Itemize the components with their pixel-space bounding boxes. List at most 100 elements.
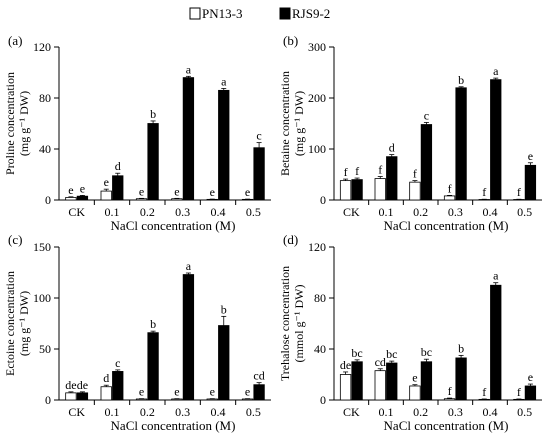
bar-rjs9-2 [455,357,467,401]
y-tick-label: 120 [308,240,326,254]
y-tick-label: 0 [45,393,51,407]
x-tick-label: 0.1 [379,405,394,419]
bar-pn13-3 [65,197,77,201]
panel-label: (a) [8,33,22,48]
significance-letter-pn13-3: f [413,167,417,181]
y-tick-label: 200 [308,91,326,105]
significance-letter-pn13-3: d [103,371,109,385]
bar-pn13-3 [171,398,183,401]
significance-letter-pn13-3: e [68,183,73,197]
x-tick-label: 0.5 [246,405,261,419]
panel-3: (c) 0 50 100 150 Ectoine concentration (mg g⁻¹… [3,232,271,433]
y-tick-label: 120 [33,40,51,54]
significance-letter-rjs9-2: a [493,269,499,283]
significance-letter-rjs9-2: b [458,73,464,87]
y-tick-label: 150 [33,240,51,254]
bar-pn13-3 [135,398,148,401]
panel-label: (c) [8,232,22,247]
significance-letter-pn13-3: e [210,185,215,199]
significance-letter-rjs9-2: c [115,356,120,370]
legend-label-rjs9-2: RJS9-2 [292,6,330,21]
y-tick-label: 0 [320,193,326,207]
significance-letter-pn13-3: f [482,185,486,199]
legend-label-pn13-3: PN13-3 [202,6,242,21]
bar-pn13-3 [135,198,148,201]
significance-letter-pn13-3: e [174,184,179,198]
significance-letter-pn13-3: de [340,358,351,372]
significance-letter-rjs9-2: a [186,62,192,76]
y-axis-title: Betaine concentration [278,71,292,176]
significance-letter-pn13-3: e [174,385,179,399]
significance-letter-rjs9-2: b [150,317,156,331]
y-tick-label: 40 [39,142,51,156]
panel-label: (b) [283,33,298,48]
bar-rjs9-2 [351,179,363,201]
bar-pn13-3 [339,374,352,401]
y-tick-label: 80 [314,291,326,305]
bar-rjs9-2 [253,147,265,201]
y-axis-unit: (mg g⁻¹ DW) [17,91,31,156]
bar-pn13-3 [374,370,386,401]
x-tick-label: 0.2 [140,205,155,219]
bar-rjs9-2 [420,124,433,201]
significance-letter-rjs9-2: e [80,181,85,195]
significance-letter-rjs9-2: bc [386,347,397,361]
y-tick-label: 80 [39,91,51,105]
significance-letter-rjs9-2: c [424,108,429,122]
bar-rjs9-2 [147,332,159,401]
x-axis-title: NaCl concentration (M) [111,418,236,433]
x-tick-label: 0.4 [483,405,498,419]
bar-pn13-3 [513,398,525,401]
x-tick-label: CK [343,405,360,419]
panel-4: (d) 0 40 80 120 Trehalose concentration (mmol … [278,232,542,433]
bar-rjs9-2 [76,392,89,401]
x-axis-title: NaCl concentration (M) [111,218,236,233]
significance-letter-pn13-3: e [210,385,215,399]
bar-pn13-3 [171,198,183,201]
significance-letter-rjs9-2: f [355,164,359,178]
y-axis-title: Trehalose concentration [278,266,292,381]
significance-letter-rjs9-2: b [458,341,464,355]
x-tick-label: 0.1 [105,205,120,219]
bar-rjs9-2 [182,274,195,401]
panel-1: (a) 0 40 80 120 Proline concentration (mg g⁻¹ … [3,33,271,233]
panel-2: (b) 0 100 200 300 Betaine concentration (mg g⁻… [278,33,542,233]
bar-rjs9-2 [524,164,537,201]
x-tick-label: 0.3 [448,405,463,419]
significance-letter-rjs9-2: b [221,302,227,316]
significance-letter-rjs9-2: de [77,378,88,392]
significance-letter-pn13-3: f [517,385,521,399]
legend: PN13-3 RJS9-2 [189,6,330,21]
x-tick-label: CK [68,205,85,219]
x-tick-label: 0.4 [211,405,226,419]
significance-letter-rjs9-2: a [493,64,499,78]
y-axis-unit: (mg g⁻¹ DW) [292,91,306,156]
bar-pn13-3 [443,398,456,401]
bar-rjs9-2 [182,77,195,201]
x-tick-label: 0.3 [175,405,190,419]
significance-letter-pn13-3: cd [375,355,386,369]
x-tick-label: 0.2 [413,205,428,219]
x-axis-title: NaCl concentration (M) [384,218,509,233]
bar-rjs9-2 [455,87,467,201]
significance-letter-rjs9-2: d [115,159,121,173]
y-axis-unit: (mg g⁻¹ DW) [17,291,31,356]
x-tick-label: 0.4 [211,205,226,219]
significance-letter-pn13-3: f [448,181,452,195]
significance-letter-rjs9-2: d [389,141,395,155]
significance-letter-rjs9-2: a [221,74,227,88]
bar-pn13-3 [206,398,218,401]
significance-letter-pn13-3: e [104,175,109,189]
significance-letter-pn13-3: f [517,185,521,199]
bar-pn13-3 [478,398,490,401]
x-tick-label: 0.1 [379,205,394,219]
bar-pn13-3 [409,181,421,201]
y-tick-label: 50 [39,342,51,356]
x-tick-label: 0.2 [413,405,428,419]
bar-pn13-3 [65,392,77,401]
significance-letter-pn13-3: e [139,385,144,399]
bar-pn13-3 [443,195,456,201]
significance-letter-rjs9-2: a [186,259,192,273]
bar-pn13-3 [339,180,352,201]
